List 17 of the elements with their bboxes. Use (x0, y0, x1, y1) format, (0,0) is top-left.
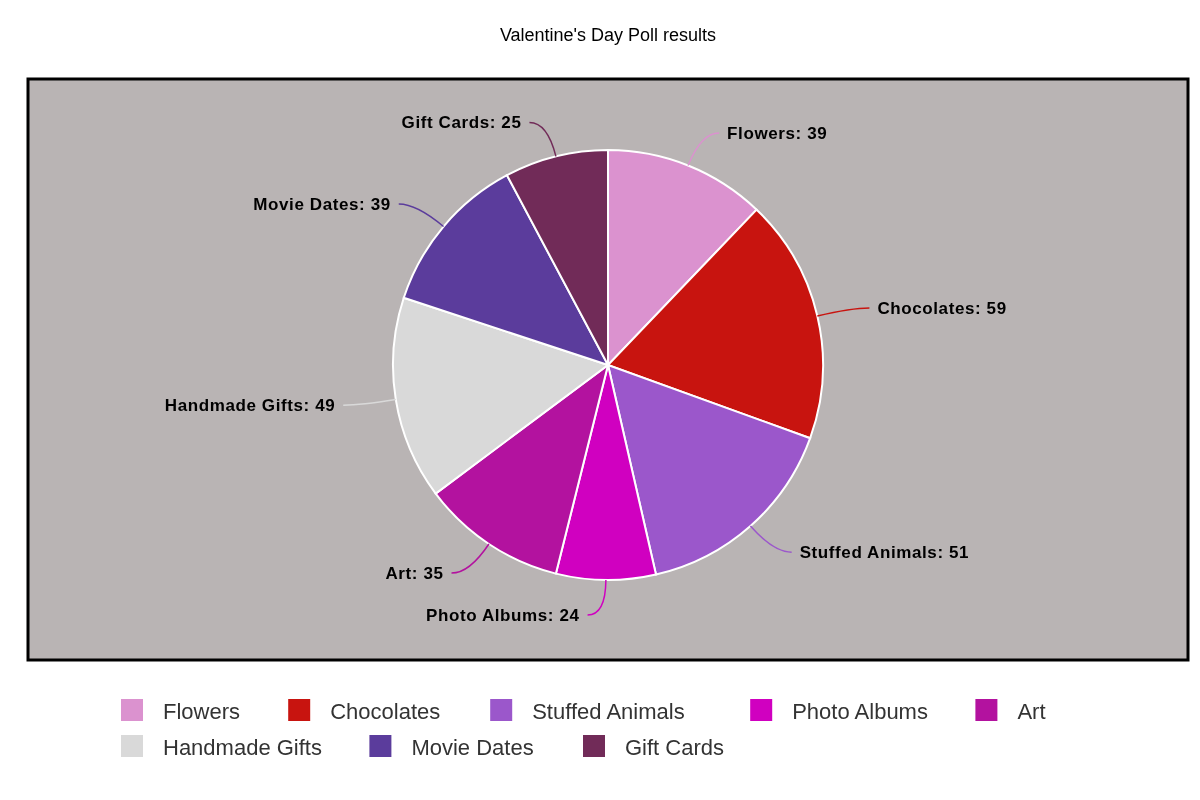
data-label: Photo Albums: 24 (426, 605, 580, 625)
legend-label: Photo Albums (792, 699, 928, 724)
legend-label: Handmade Gifts (163, 735, 322, 760)
data-label: Flowers: 39 (727, 123, 828, 143)
data-label: Art: 35 (385, 564, 444, 584)
legend-label: Flowers (163, 699, 241, 724)
legend-label: Gift Cards (625, 735, 725, 760)
legend-label: Stuffed Animals (532, 699, 685, 724)
data-label: Movie Dates: 39 (253, 194, 391, 214)
data-label: Handmade Gifts: 49 (164, 396, 336, 416)
legend-label: Art (1017, 699, 1046, 724)
chart-title: Valentine's Day Poll results (499, 25, 717, 45)
legend-label: Movie Dates (411, 735, 534, 760)
data-label: Gift Cards: 25 (401, 113, 522, 133)
data-label: Stuffed Animals: 51 (799, 543, 970, 563)
data-label: Chocolates: 59 (877, 299, 1007, 319)
legend-label: Chocolates (330, 699, 441, 724)
